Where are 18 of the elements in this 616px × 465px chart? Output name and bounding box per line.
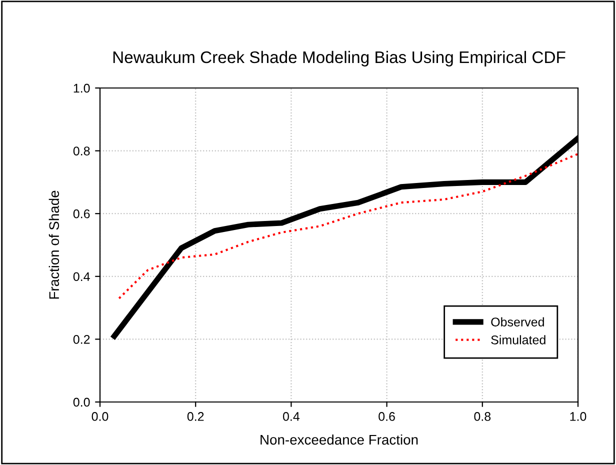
- y-tick-label: 0.6: [73, 209, 90, 218]
- y-tick-label: 1.0: [74, 84, 90, 93]
- line-series: [118, 152, 578, 300]
- legend-label: Simulated: [491, 335, 546, 344]
- x-tick-label: 0.8: [474, 412, 491, 421]
- x-tick-label: 0.0: [92, 412, 108, 421]
- y-tick-label: 0.4: [73, 272, 90, 282]
- x-tick-label: 0.2: [187, 412, 204, 421]
- y-tick-label: 0.2: [73, 335, 90, 344]
- y-axis-title: Fraction of Shade: [48, 190, 60, 299]
- y-tick-label: 0.0: [73, 398, 90, 407]
- legend-label: Observed: [491, 317, 544, 326]
- x-axis-title: Non-exceedance Fraction: [260, 434, 418, 445]
- x-tick-label: 0.6: [378, 412, 395, 421]
- x-tick-label: 1.0: [570, 412, 586, 421]
- chart-title: Newaukum Creek Shade Modeling Bias Using Empirical CDF: [113, 50, 566, 66]
- x-tick-label: 0.4: [283, 412, 300, 421]
- y-tick-label: 0.8: [73, 146, 90, 156]
